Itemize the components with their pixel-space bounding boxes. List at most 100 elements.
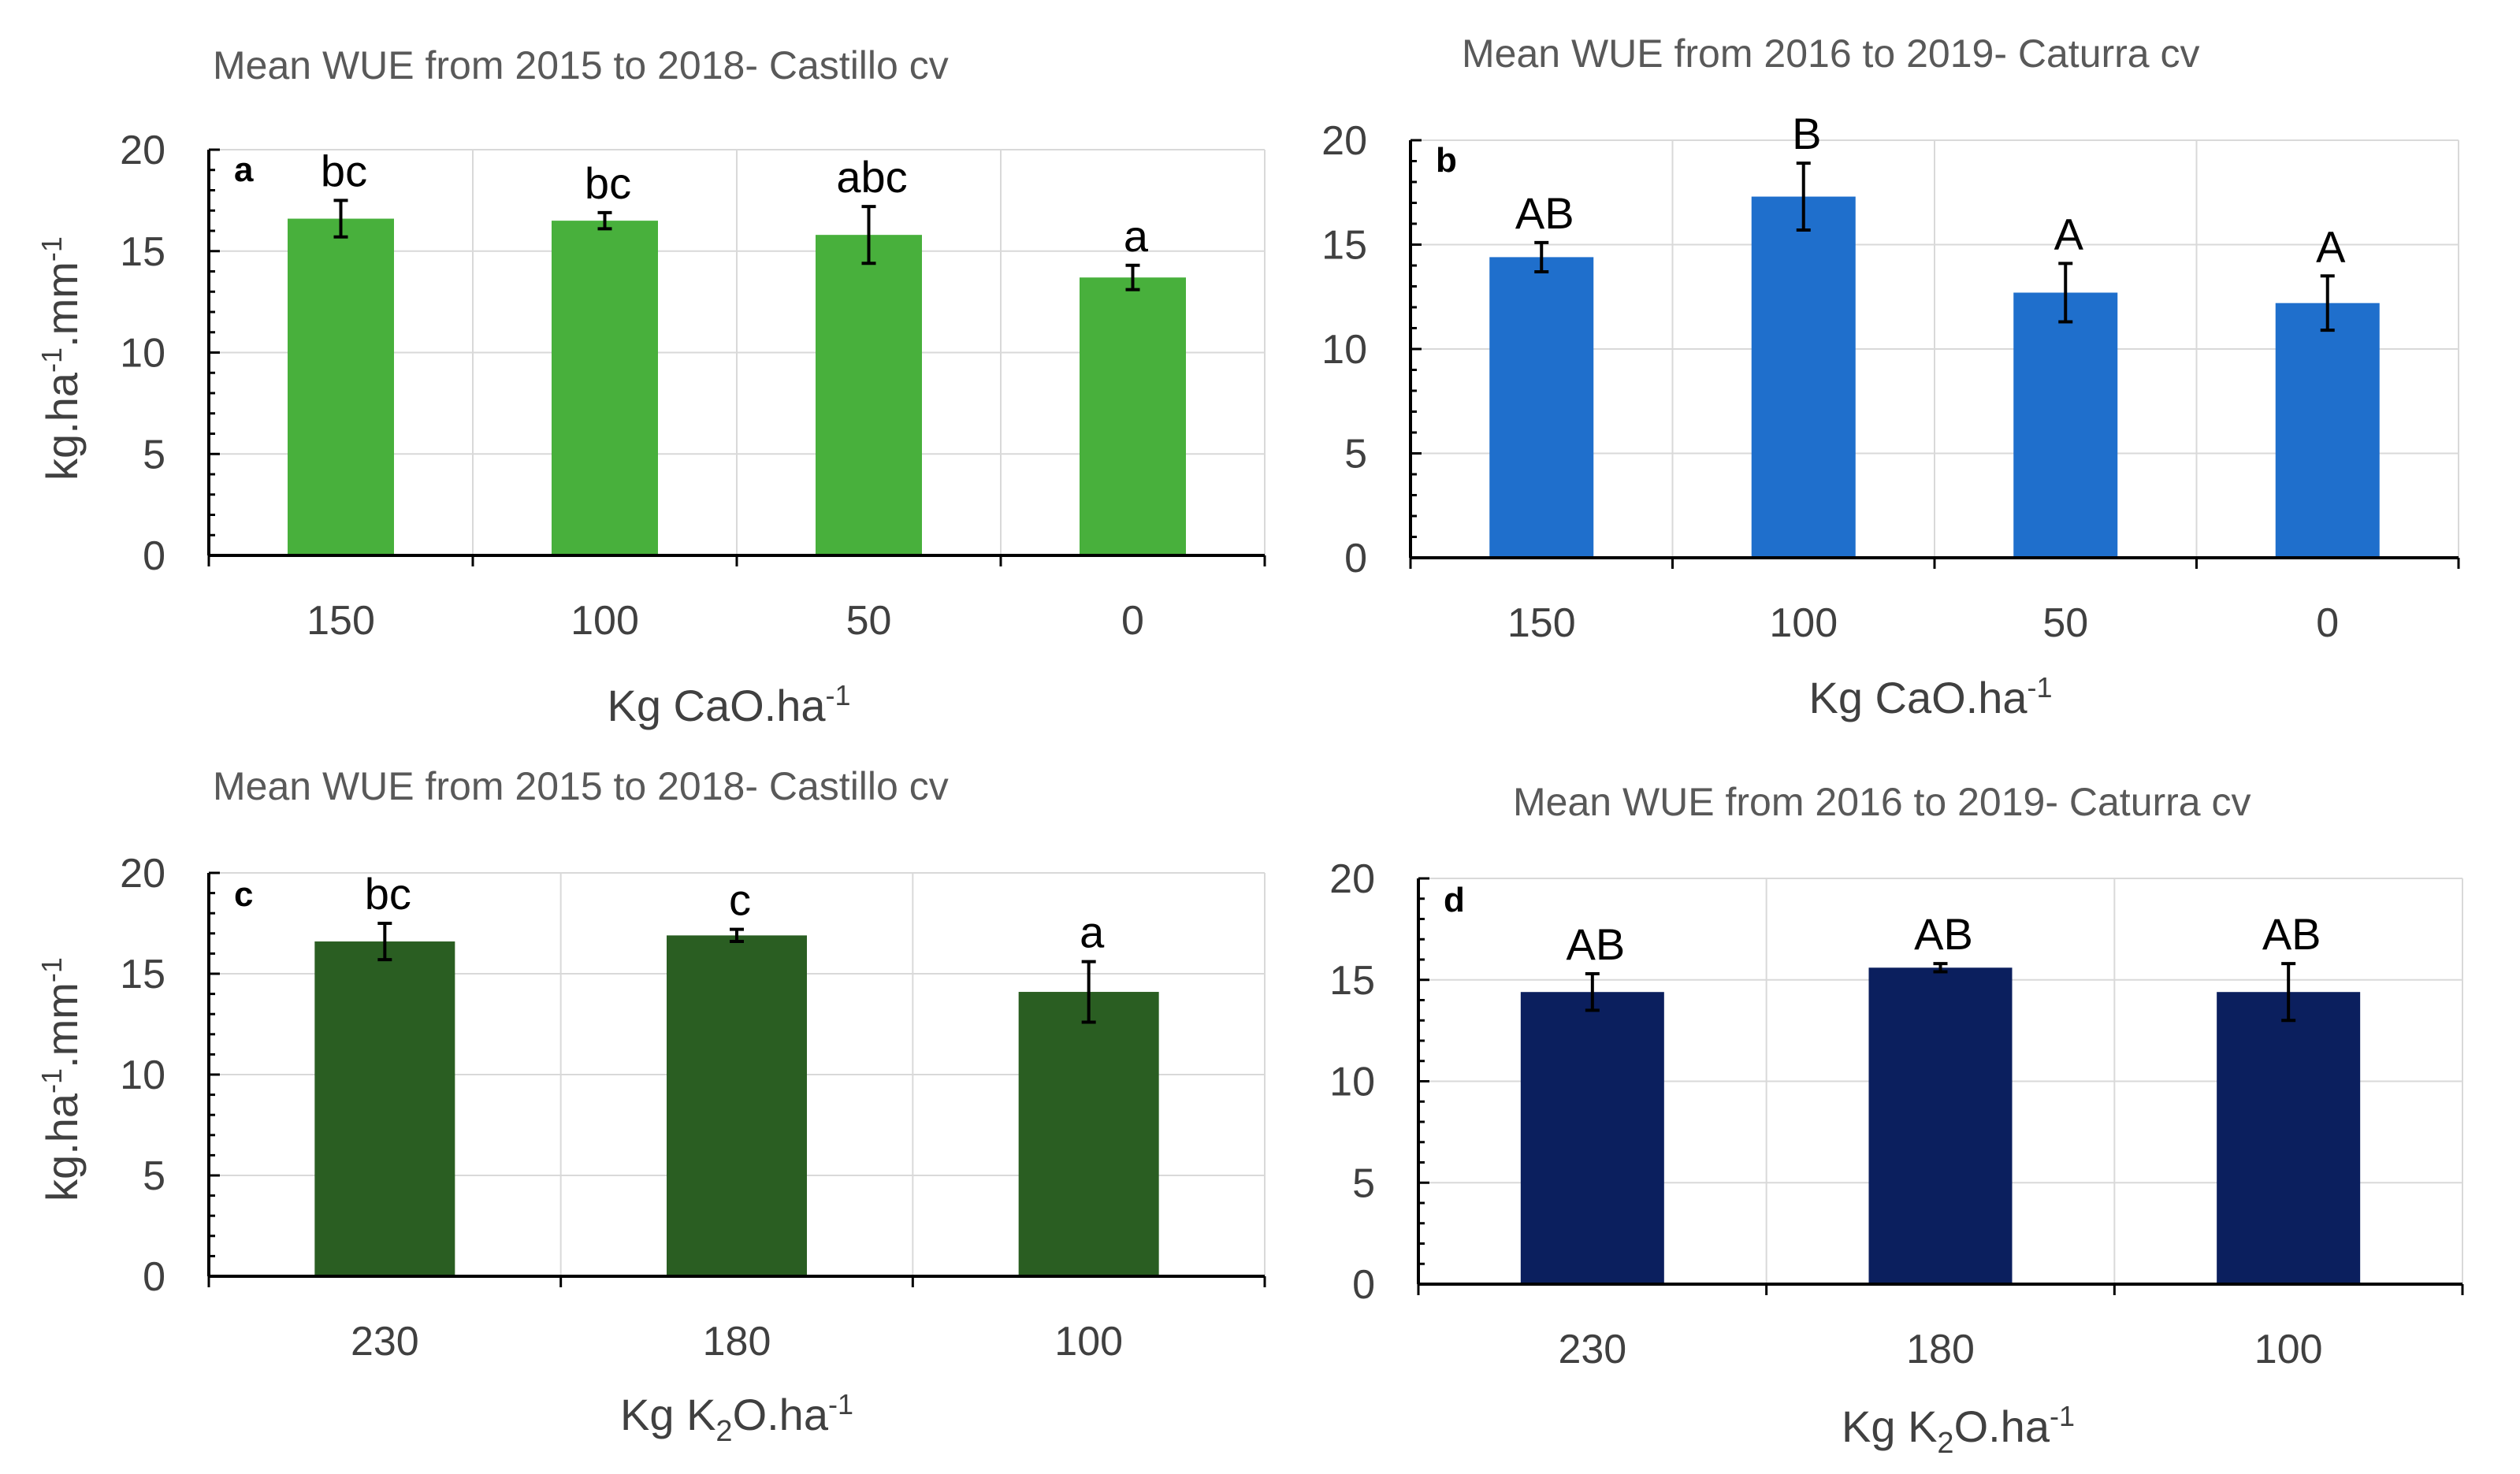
y-tick-label-a-10: 10	[120, 331, 165, 377]
significance-label-b-150: AB	[1515, 188, 1574, 238]
x-tick-label-d-230: 230	[1558, 1327, 1626, 1372]
y-axis-label-c-sup-1: -1	[35, 1068, 68, 1093]
y-tick-label-d-10: 10	[1329, 1060, 1375, 1105]
panel-letter-d: d	[1444, 881, 1465, 919]
plot-area-c: 0 5 10 15 20 bc 230 c 180 a 100 c	[120, 851, 1266, 1364]
y-axis-label-a-sup-2: -1	[35, 236, 68, 262]
y-tick-label-a-5: 5	[143, 432, 165, 477]
bar-a-50	[816, 235, 922, 555]
x-axis-label-b-sup-1: -1	[2028, 671, 2053, 704]
chart-title-b: Mean WUE from 2016 to 2019- Caturra cv	[1462, 32, 2200, 76]
chart-panel-d: Mean WUE from 2016 to 2019- Caturra cv K…	[1513, 780, 2251, 1460]
y-tick-label-d-20: 20	[1329, 856, 1375, 902]
panel-letter-a: a	[234, 150, 254, 189]
y-axis-label-a-part-1: kg.ha	[37, 372, 87, 481]
error-bar-d-100	[2281, 962, 2296, 1023]
plot-area-b: 0 5 10 15 20 AB 150 B 100 A 50 A 0 b	[1321, 109, 2460, 646]
error-bar-b-150	[1534, 240, 1549, 273]
x-tick-label-d-180: 180	[1906, 1327, 1975, 1372]
significance-label-c-100: a	[1080, 908, 1105, 957]
error-bar-c-230	[377, 922, 392, 962]
y-axis-label-c: kg.ha-1.mm-1	[35, 957, 87, 1201]
y-tick-label-a-20: 20	[120, 128, 165, 173]
x-tick-label-d-100: 100	[2254, 1327, 2323, 1372]
y-tick-label-b-0: 0	[1344, 536, 1367, 581]
chart-panel-c: Mean WUE from 2015 to 2018- Castillo cv …	[35, 764, 949, 1448]
x-tick-label-a-100: 100	[571, 598, 639, 644]
x-axis-label-d-part-2: O.ha	[1954, 1402, 2050, 1451]
significance-label-b-50: A	[2054, 209, 2084, 258]
panel-letter-b: b	[1436, 141, 1457, 180]
y-tick-label-a-0: 0	[143, 533, 165, 579]
bar-a-100	[552, 221, 658, 555]
panel-letter-c: c	[234, 875, 253, 914]
x-axis-label-d-part-1: Kg K	[1842, 1402, 1937, 1451]
bar-b-0	[2275, 303, 2380, 558]
chart-title-a: Mean WUE from 2015 to 2018- Castillo cv	[213, 43, 949, 87]
plot-area-a: 0 5 10 15 20 bc 150 bc 100 abc 50 a 0 a	[120, 128, 1266, 644]
y-tick-label-b-15: 15	[1321, 223, 1367, 269]
x-axis-label-d-sup-1: -1	[2050, 1400, 2075, 1432]
x-axis-label-c-sup-1: -1	[828, 1388, 853, 1420]
x-axis-label-a: Kg CaO.ha-1	[607, 679, 850, 730]
significance-label-d-100: AB	[2262, 909, 2321, 959]
error-bar-b-0	[2320, 274, 2335, 332]
y-tick-label-b-10: 10	[1321, 327, 1367, 373]
y-tick-label-d-15: 15	[1329, 958, 1375, 1004]
x-axis-label-c-part-1: Kg K	[620, 1390, 715, 1439]
x-axis-label-b: Kg CaO.ha-1	[1808, 671, 2052, 722]
x-tick-label-b-100: 100	[1769, 600, 1838, 646]
x-tick-label-a-50: 50	[846, 598, 892, 644]
x-tick-label-c-180: 180	[703, 1319, 771, 1364]
x-axis-label-a-sup-1: -1	[826, 679, 851, 711]
y-tick-label-a-15: 15	[120, 229, 165, 275]
significance-label-b-100: B	[1792, 109, 1821, 158]
bar-a-150	[288, 218, 394, 555]
significance-label-a-0: a	[1124, 211, 1149, 261]
y-tick-label-b-5: 5	[1344, 432, 1367, 477]
x-axis-label-d-sub-1: 2	[1937, 1427, 1953, 1460]
chart-title-c: Mean WUE from 2015 to 2018- Castillo cv	[213, 764, 949, 808]
bar-c-100	[1018, 992, 1159, 1276]
error-bar-b-50	[2058, 262, 2073, 324]
x-axis-label-c-part-2: O.ha	[733, 1390, 829, 1439]
y-tick-label-c-0: 0	[143, 1254, 165, 1300]
x-tick-label-a-150: 150	[307, 598, 375, 644]
y-tick-label-d-0: 0	[1352, 1262, 1375, 1308]
x-tick-label-b-50: 50	[2042, 600, 2088, 646]
x-axis-label-c: Kg K2O.ha-1	[620, 1388, 853, 1448]
significance-label-c-230: bc	[365, 869, 411, 919]
bar-b-50	[2013, 292, 2118, 558]
significance-label-a-100: bc	[585, 158, 631, 208]
error-bar-a-150	[333, 199, 348, 239]
y-tick-label-b-20: 20	[1321, 118, 1367, 164]
significance-label-b-0: A	[2316, 221, 2346, 271]
error-bar-d-230	[1585, 972, 1600, 1012]
x-tick-label-c-230: 230	[351, 1319, 419, 1364]
y-tick-label-c-5: 5	[143, 1153, 165, 1199]
x-tick-label-b-0: 0	[2316, 600, 2339, 646]
y-axis-label-a-sup-1: -1	[35, 347, 68, 373]
significance-label-d-180: AB	[1914, 909, 1973, 959]
y-axis-label-c-sup-2: -1	[35, 957, 68, 982]
chart-panel-a: Mean WUE from 2015 to 2018- Castillo cv …	[35, 43, 949, 730]
x-axis-label-a-part-1: Kg CaO.ha	[607, 681, 826, 730]
bar-d-230	[1520, 992, 1664, 1284]
x-tick-label-c-100: 100	[1054, 1319, 1123, 1364]
bar-a-0	[1080, 277, 1186, 555]
plot-area-d: 0 5 10 15 20 AB 230 AB 180 AB 100 d	[1329, 856, 2464, 1372]
x-axis-label-c-sub-1: 2	[715, 1415, 732, 1448]
error-bar-c-100	[1081, 960, 1096, 1024]
error-bar-b-100	[1796, 162, 1811, 232]
error-bar-c-180	[730, 927, 744, 944]
svg-text:kg.ha-1.mm-1: kg.ha-1.mm-1	[35, 957, 87, 1201]
error-bar-a-50	[861, 205, 876, 265]
y-tick-label-c-20: 20	[120, 851, 165, 897]
significance-label-a-150: bc	[321, 146, 367, 195]
significance-label-c-180: c	[729, 875, 751, 925]
bar-d-180	[1868, 967, 2013, 1284]
x-tick-label-b-150: 150	[1507, 600, 1576, 646]
y-axis-label-c-part-1: kg.ha	[37, 1093, 87, 1201]
y-tick-label-d-5: 5	[1352, 1160, 1375, 1206]
